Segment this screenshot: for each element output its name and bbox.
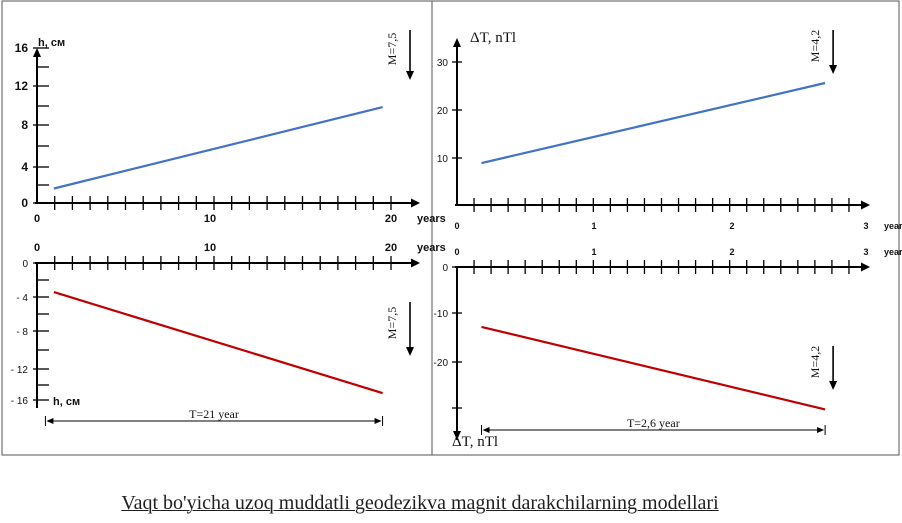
bl-period-arrow	[374, 418, 382, 424]
bl-y-tick-label: - 8	[16, 327, 28, 338]
bl-y-tick-label: 0	[22, 259, 28, 270]
tl-x-unit-label: years	[417, 213, 446, 225]
tl-x-axis-arrow	[411, 198, 420, 208]
tl-series-line	[53, 106, 383, 190]
bl-y-tick-label: - 16	[11, 396, 29, 407]
tl-y-tick-label: 4	[21, 160, 28, 174]
br-x-tick-label: 0	[454, 247, 459, 257]
br-x-tick-label: 1	[591, 247, 596, 257]
bl-x-tick-label: 0	[34, 242, 40, 254]
tr-y-tick-label: 30	[437, 58, 449, 69]
bl-x-unit-label: years	[417, 242, 446, 254]
tl-magnitude-label: M=7,5	[385, 33, 399, 65]
tr-series-line	[481, 81, 826, 165]
tl-y-label: h, см	[38, 37, 65, 49]
br-period-arrow	[817, 427, 825, 433]
tr-x-unit-label: years	[884, 221, 902, 231]
tr-magnitude-label: M=4,2	[808, 30, 822, 62]
tr-x-tick-label: 2	[729, 221, 734, 231]
bl-magnitude-label: M=7,5	[385, 307, 399, 339]
bl-period-label: T=21 year	[189, 407, 239, 421]
bl-series-line	[53, 291, 383, 395]
br-period-label: T=2,6 year	[627, 416, 680, 430]
br-y-label: ΔT, nTl	[452, 434, 498, 450]
br-y-tick-label: -10	[434, 309, 449, 320]
tl-x-tick-label: 0	[34, 213, 40, 225]
figure-caption: Vaqt bo'yicha uzoq muddatli geodezikva m…	[121, 492, 719, 514]
figure-frame	[1, 0, 900, 456]
tl-x-tick-label: 10	[204, 213, 216, 225]
bl-y-label: h, см	[53, 396, 80, 408]
tl-x-tick-label: 20	[385, 213, 397, 225]
tr-y-label: ΔT, nTl	[470, 30, 516, 46]
br-x-tick-label: 3	[863, 247, 868, 257]
br-magnitude-arrow-head	[829, 381, 838, 390]
br-y-tick-label: 0	[442, 263, 448, 274]
br-y-tick-label: -20	[434, 358, 449, 369]
tl-y-tick-label: 12	[15, 79, 29, 93]
tr-y-axis-arrow	[453, 38, 461, 47]
br-y-axis-arrow	[453, 431, 461, 440]
bl-x-tick-label: 20	[385, 242, 397, 254]
tr-y-tick-label: 10	[437, 154, 449, 165]
br-x-tick-label: 2	[729, 247, 734, 257]
bl-period-arrow	[46, 418, 54, 424]
bl-y-tick-label: - 12	[11, 365, 29, 376]
br-x-unit-label: years	[884, 247, 902, 257]
br-period-arrow	[482, 427, 490, 433]
tr-x-tick-label: 0	[454, 221, 459, 231]
br-x-axis-arrow	[861, 262, 870, 272]
tl-y-tick-label: 16	[15, 41, 29, 55]
br-magnitude-label: M=4,2	[808, 346, 822, 378]
tl-y-axis-arrow	[33, 48, 41, 57]
tl-magnitude-arrow-head	[406, 71, 414, 80]
tr-y-tick-label: 20	[437, 106, 449, 117]
tr-x-tick-label: 1	[591, 221, 596, 231]
br-series-line	[481, 325, 826, 411]
bl-y-tick-label: - 4	[16, 293, 28, 304]
bl-magnitude-arrow-head	[406, 347, 414, 356]
tr-magnitude-arrow-head	[829, 65, 838, 74]
bl-x-tick-label: 10	[204, 242, 216, 254]
tr-x-axis-arrow	[861, 200, 870, 210]
tr-x-tick-label: 3	[863, 221, 868, 231]
bl-x-axis-arrow	[411, 258, 420, 268]
tl-y-tick-label: 8	[21, 118, 28, 132]
tl-y-tick-label: 0	[21, 196, 28, 210]
